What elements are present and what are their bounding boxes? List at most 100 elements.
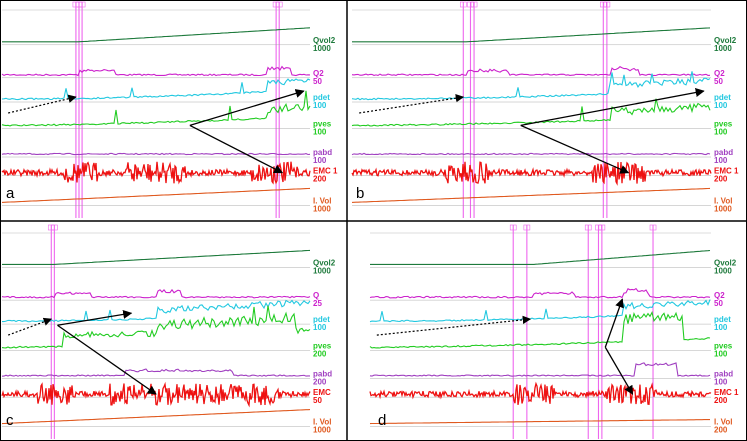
channel-name-label: pabd: [313, 148, 332, 157]
channel-name-label: pabd: [714, 370, 733, 379]
channel-scale-label: 1000: [313, 204, 331, 213]
solid-arrow-up: [604, 298, 624, 348]
trace-qvol2: [370, 249, 711, 265]
channel-name-label: I. Vol: [313, 196, 332, 205]
channel-name-label: Q: [313, 291, 319, 300]
channel-scale-label: 100: [313, 156, 327, 165]
channel-name-label: Q2: [714, 69, 725, 78]
channel-scale-label: 100: [714, 156, 728, 165]
channel-name-label: Q2: [313, 69, 324, 78]
channel-scale-label: 200: [714, 396, 728, 405]
channel-scale-label: 100: [714, 378, 728, 387]
trace-pves: [351, 98, 711, 127]
channel-name-label: pdet: [313, 93, 330, 102]
event-marker-tag-1: [467, 1, 474, 8]
trace-q2: [351, 66, 711, 77]
panel-letter-d: d: [378, 412, 386, 429]
trace-i-vol: [1, 409, 311, 425]
trace-i-vol: [369, 419, 710, 425]
trace-emc-1: [351, 161, 712, 186]
channel-name-label: pves: [714, 119, 733, 128]
channel-name-label: EMC 1: [313, 167, 338, 176]
event-marker-tag-1: [523, 224, 531, 231]
trace-pves: [1, 305, 311, 349]
event-marker-tag-3: [599, 1, 607, 8]
channel-scale-label: 200: [714, 175, 728, 184]
channel-scale-label: 100: [313, 127, 327, 136]
trace-q: [1, 288, 311, 299]
trace-qvol2: [2, 249, 311, 265]
trace-i-vol: [1, 187, 311, 203]
channel-name-label: I. Vol: [714, 196, 733, 205]
solid-arrow-down: [604, 346, 634, 395]
trace-q2: [1, 65, 311, 77]
channel-scale-label: 200: [313, 349, 327, 358]
solid-arrow-up: [189, 89, 305, 127]
event-marker-tag-0: [509, 224, 517, 231]
dotted-arrow: [359, 93, 465, 114]
trace-pabd: [1, 368, 310, 377]
channel-name-label: EMC: [313, 388, 331, 397]
trace-pabd: [1, 152, 311, 156]
channel-scale-label: 1000: [714, 204, 732, 213]
trace-pabd: [351, 152, 711, 156]
channel-scale-label: 1000: [714, 266, 732, 275]
channel-scale-label: 200: [313, 378, 327, 387]
event-marker-tag-1: [51, 224, 58, 231]
channel-scale-label: 50: [313, 77, 322, 86]
trace-pdet: [351, 71, 711, 101]
solid-arrow-down: [189, 124, 284, 174]
channel-name-label: I. Vol: [714, 418, 733, 427]
channel-name-label: EMC 1: [714, 388, 739, 397]
trace-qvol2: [352, 27, 711, 43]
channel-name-label: pves: [714, 341, 733, 350]
channel-name-label: Qvol2: [714, 36, 737, 45]
event-marker-tag-2: [78, 1, 86, 8]
trace-qvol2: [2, 27, 311, 43]
channel-scale-label: 1000: [313, 44, 331, 53]
event-marker-tag-0: [459, 1, 467, 8]
trace-emc: [1, 381, 311, 408]
channel-scale-label: 50: [714, 77, 723, 86]
trace-pdet: [2, 299, 311, 323]
channel-name-label: EMC 1: [714, 167, 739, 176]
trace-pabd: [369, 362, 711, 377]
channel-scale-label: 100: [714, 101, 728, 110]
channel-scale-label: 50: [714, 299, 723, 308]
trace-emc-1: [1, 161, 311, 185]
event-marker-tag-2: [470, 1, 478, 8]
panel-c: Qvol21000Q25pdet100pves200pabd200EMC50I.…: [1, 224, 336, 439]
channel-scale-label: 25: [313, 299, 322, 308]
trace-pdet: [369, 299, 711, 323]
channel-name-label: Q2: [714, 291, 725, 300]
event-marker-tag-4: [603, 1, 611, 8]
channel-scale-label: 50: [313, 396, 322, 405]
trace-q2: [369, 287, 711, 299]
solid-arrow-down: [520, 124, 630, 174]
trace-pves: [1, 90, 311, 127]
channel-scale-label: 100: [714, 349, 728, 358]
panel-letter-c: c: [6, 412, 14, 429]
channel-scale-label: 1000: [714, 44, 732, 53]
channel-scale-label: 100: [313, 101, 327, 110]
channel-name-label: pves: [313, 119, 332, 128]
trace-emc-1: [369, 381, 712, 406]
channel-scale-label: 100: [714, 323, 728, 332]
channel-name-label: Qvol2: [313, 36, 336, 45]
channel-name-label: Qvol2: [313, 258, 336, 267]
channel-name-label: pdet: [714, 315, 731, 324]
channel-scale-label: 1000: [313, 426, 331, 435]
solid-arrow-up: [520, 88, 705, 127]
channel-scale-label: 1000: [313, 266, 331, 275]
solid-arrow-down: [57, 324, 157, 395]
panel-letter-b: b: [356, 185, 364, 202]
trace-i-vol: [351, 187, 711, 203]
panel-letter-a: a: [6, 185, 15, 202]
channel-name-label: pdet: [313, 315, 330, 324]
event-marker-tag-2: [584, 224, 592, 231]
channel-scale-label: 100: [714, 127, 728, 136]
